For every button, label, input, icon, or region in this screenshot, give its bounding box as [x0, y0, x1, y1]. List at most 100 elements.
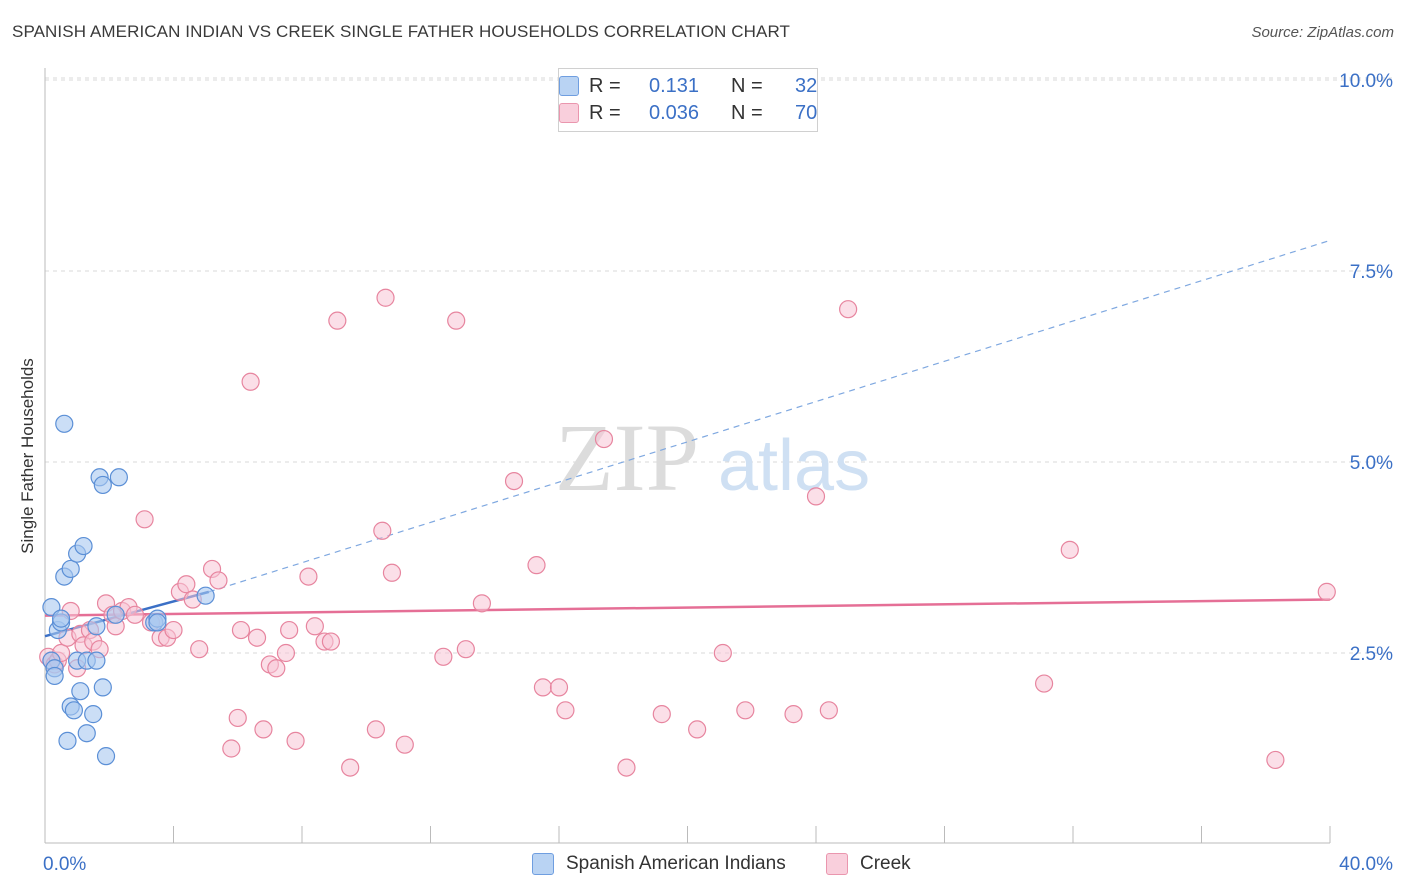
- creek-point: [456, 640, 475, 659]
- creek-point: [819, 701, 838, 720]
- creek-point: [1034, 674, 1054, 693]
- x-tick-label-max: 40.0%: [1339, 854, 1393, 875]
- creek-point: [839, 300, 858, 319]
- spanish-american-indians-point: [51, 609, 71, 628]
- bottom-legend-creek: Creek: [826, 852, 911, 876]
- watermark: ZIP atlas: [555, 404, 870, 511]
- bottom-legend-spanish-american-indians: Spanish American Indians: [532, 852, 786, 876]
- creek-point: [652, 705, 671, 724]
- legend-n-value: 70: [795, 101, 818, 124]
- spanish-american-indians-point: [45, 666, 64, 686]
- creek-point: [556, 701, 575, 720]
- creek-point: [688, 720, 707, 739]
- bottom-legend-label: Creek: [860, 853, 911, 874]
- legend-swatch-blue: [559, 76, 579, 96]
- creek-point: [594, 429, 614, 449]
- spanish-american-indians-point: [106, 605, 125, 624]
- spanish-american-indians-point: [74, 536, 93, 556]
- creek-point: [504, 472, 524, 491]
- bottom-legend-label: Spanish American Indians: [566, 853, 786, 874]
- legend-r-label: R =: [589, 74, 621, 97]
- creek-point: [806, 487, 826, 506]
- creek-point: [395, 735, 414, 754]
- creek-point: [190, 640, 209, 659]
- bottom-legend-swatch-blue: [532, 853, 554, 875]
- creek-point: [280, 620, 299, 640]
- legend-n-value: 32: [795, 74, 818, 97]
- creek-point: [341, 758, 360, 777]
- creek-point: [222, 739, 241, 758]
- spanish-american-indians-point: [87, 651, 106, 670]
- creek-point: [267, 659, 286, 678]
- watermark-zip: ZIP: [555, 404, 699, 511]
- creek-point: [305, 617, 324, 636]
- spanish-american-indians-point: [71, 682, 90, 701]
- creek-point: [472, 594, 491, 613]
- spanish-american-indians-point: [109, 468, 128, 487]
- legend-n-label: N =: [731, 101, 763, 124]
- creek-point: [617, 758, 636, 777]
- creek-point: [713, 643, 732, 663]
- legend-n-label: N =: [731, 74, 763, 97]
- creek-point: [1266, 750, 1285, 770]
- creek-point: [1060, 540, 1079, 559]
- legend-r-value: 0.131: [649, 74, 700, 97]
- creek-point: [373, 521, 392, 540]
- watermark-atlas: atlas: [718, 426, 870, 506]
- spanish-american-indians-point: [61, 559, 80, 579]
- creek-point: [209, 571, 228, 590]
- creek-point: [241, 372, 260, 391]
- creek-point: [527, 556, 546, 575]
- legend-r-label: R =: [589, 101, 621, 124]
- creek-point: [228, 708, 247, 728]
- creek-point: [135, 510, 154, 529]
- creek-points: [39, 288, 1336, 777]
- spanish-american-indians-point: [64, 701, 84, 720]
- spanish-american-indians-point: [77, 724, 96, 743]
- creek-point: [177, 575, 196, 594]
- creek-point: [434, 647, 453, 666]
- creek-point: [276, 643, 296, 663]
- spanish-american-indians-point: [148, 613, 167, 632]
- spanish-american-indians-point: [58, 731, 77, 750]
- creek-point: [231, 620, 251, 640]
- creek-point: [784, 705, 803, 724]
- creek-point: [376, 288, 395, 307]
- creek-point: [321, 632, 341, 651]
- creek-point: [447, 311, 466, 330]
- legend-swatch-pink: [559, 103, 579, 123]
- creek-point: [328, 311, 347, 330]
- axes: [44, 68, 1331, 844]
- tick-labels: 2.5% 5.0% 7.5% 10.0% 0.0% 40.0%: [43, 71, 1393, 875]
- creek-point: [254, 720, 273, 739]
- grid-lines: [45, 77, 1392, 654]
- trend-line-spanish-american-indians-extrapolated: [208, 239, 1331, 593]
- creek-point: [533, 678, 553, 697]
- chart-title: SPANISH AMERICAN INDIAN VS CREEK SINGLE …: [12, 22, 790, 41]
- spanish-american-indians-point: [87, 617, 106, 636]
- y-tick-label: 10.0%: [1339, 71, 1393, 92]
- creek-point: [164, 620, 183, 640]
- creek-point: [286, 731, 305, 750]
- trend-line-creek: [44, 598, 1331, 617]
- creek-point: [125, 605, 145, 624]
- creek-point: [1317, 582, 1336, 601]
- legend-r-value: 0.036: [649, 101, 700, 124]
- y-tick-label: 5.0%: [1350, 453, 1393, 474]
- spanish-american-indians-point: [84, 705, 103, 724]
- y-tick-label: 2.5%: [1350, 644, 1393, 665]
- spanish-american-indians-point: [93, 475, 112, 495]
- x-tick-label-min: 0.0%: [43, 854, 86, 875]
- source-label: Source: ZipAtlas.com: [1251, 24, 1394, 41]
- spanish-american-indians-point: [196, 586, 215, 605]
- creek-point: [549, 678, 569, 697]
- creek-point: [382, 563, 402, 582]
- y-tick-label: 7.5%: [1350, 262, 1393, 283]
- stats-legend: R = 0.131 N = 32 R = 0.036 N = 70: [558, 68, 818, 132]
- creek-point: [247, 628, 267, 647]
- spanish-american-indians-point: [96, 747, 116, 766]
- creek-point: [299, 567, 318, 586]
- bottom-legend-swatch-pink: [826, 853, 848, 875]
- spanish-american-indians-point: [93, 678, 112, 697]
